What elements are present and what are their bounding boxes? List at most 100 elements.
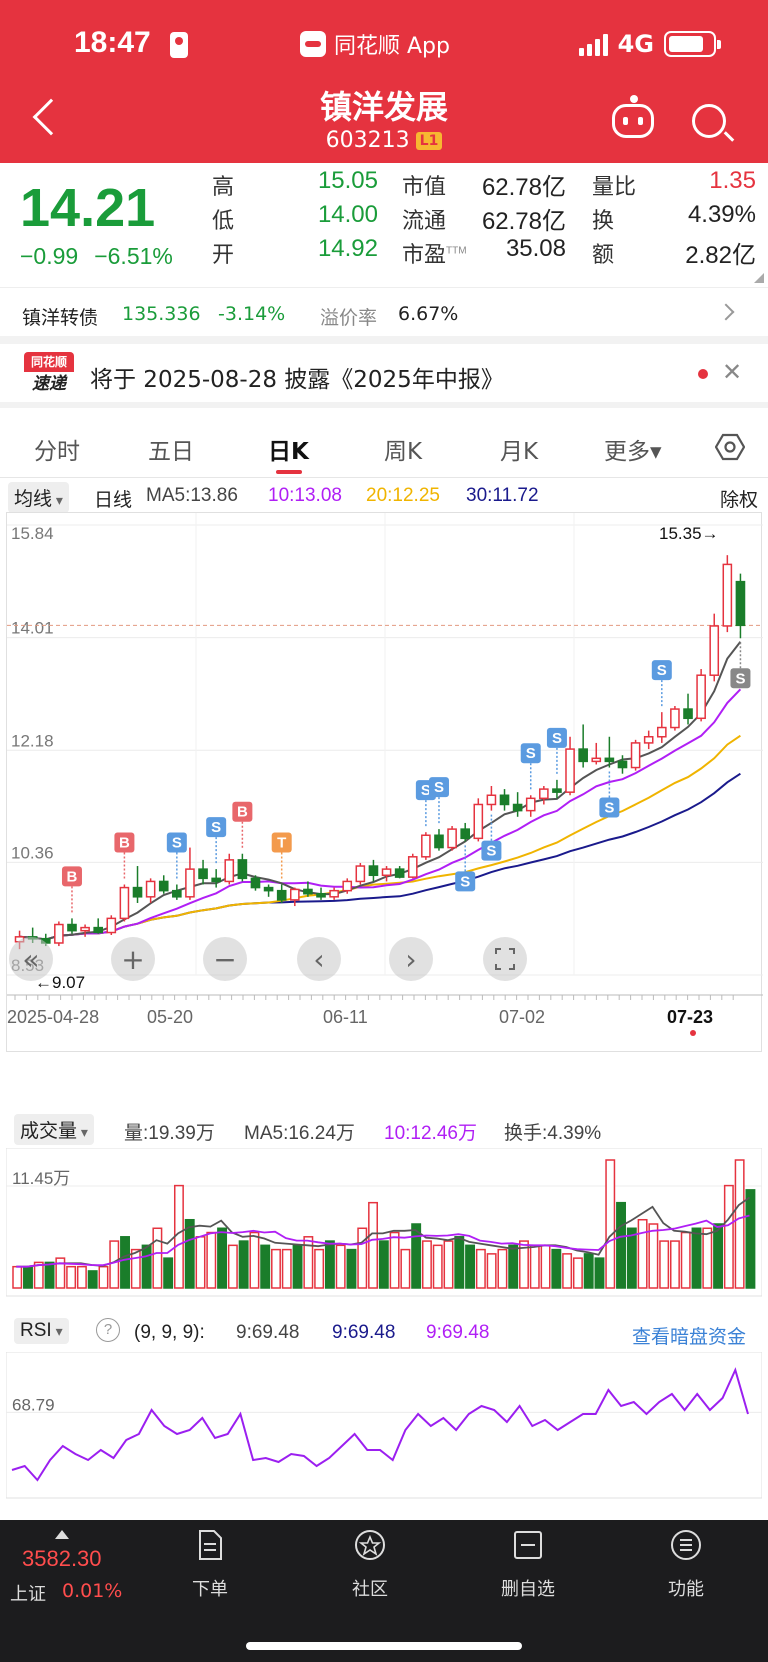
index-value[interactable]: 3582.30 [22,1546,102,1571]
tab-more[interactable]: 更多▾ [604,439,662,465]
volume-bar [152,1227,163,1289]
nav-remove-watchlist[interactable]: 删自选 [478,1528,578,1601]
volume-bar [648,1223,659,1289]
volume-bar [249,1231,260,1289]
amt-label: 额 [592,242,615,267]
volume-chart[interactable]: 11.45万 [6,1148,762,1298]
rsi-line [11,1367,749,1482]
vr-value: 1.35 [709,167,756,194]
tab-daily-k[interactable]: 日K [268,439,309,465]
ma5-line [19,641,742,941]
unread-dot [698,369,708,379]
search-icon[interactable] [692,104,726,138]
status-right: 4G [578,30,721,58]
notice-banner[interactable]: 同花顺 速递 将于 2025-08-28 披露《2025年中报》 ✕ [0,344,768,408]
volume-header: 成交量 量:19.39万 MA5:16.24万 10:12.46万 换手:4.3… [0,1108,768,1148]
robot-assistant-icon[interactable] [612,95,654,138]
nav-community[interactable]: 社区 [320,1528,420,1601]
close-icon[interactable]: ✕ [722,358,743,386]
float-label: 流通 [402,208,447,233]
volume-bar [551,1248,562,1289]
tab-weekly-k[interactable]: 周K [384,439,423,465]
signal-badge [481,840,502,861]
signal-badge [271,832,292,853]
expand-corner-icon[interactable] [754,273,764,283]
rsi-chart[interactable]: 68.79 [6,1352,762,1500]
turn-value: 4.39% [687,201,756,228]
premium-label: 溢价率 [320,307,378,329]
page-title: 镇洋发展 [319,88,448,126]
kline-chart[interactable]: 15.8414.0112.1810.368.53BSSBTBSSSSSSSSS1… [6,512,763,1052]
candle-body [447,828,457,849]
rsi-dropdown[interactable]: RSI [14,1318,69,1344]
vr-label: 量比 [592,174,637,199]
ma-legend: 均线 日线 MA5:13.86 10:13.08 20:12.25 30:11.… [0,480,768,513]
dark-pool-link[interactable]: 查看暗盘资金 [632,1327,747,1348]
tab-monthly-k[interactable]: 月K [500,439,539,465]
high-value: 15.05 [317,167,378,194]
bond-change: -3.14% [218,303,286,325]
battery-icon [664,31,721,57]
volume-bar [713,1223,724,1289]
zoom-in-button-glyph: + [121,943,144,976]
volume-bar [605,1159,616,1289]
zoom-in-button[interactable]: + [111,937,155,981]
candle-body [486,794,497,806]
tab-minute[interactable]: 分时 [34,439,80,465]
candle-body [145,880,156,898]
ma20-label: 20:12.25 [366,485,440,506]
signal-badge [232,801,253,822]
y-tick-label: 14.01 [11,619,54,638]
status-app: 同花顺 App [300,28,450,60]
volume-bar [465,1244,476,1289]
next-button[interactable]: › [389,937,433,981]
pe-label-text: 市盈 [402,242,447,267]
collapse-left-button[interactable]: « [9,937,53,981]
id-card-icon [170,32,188,58]
candle-body [565,748,575,793]
tab-five-day[interactable]: 五日 [148,439,194,465]
volume-bar [421,1240,432,1289]
indicator-dropdown[interactable]: 均线 [8,482,69,513]
rsi-header: RSI ? (9, 9, 9): 9:69.48 9:69.48 9:69.48… [0,1312,768,1352]
volume-bar [23,1265,33,1289]
candle-body [394,868,405,878]
volume-bar [87,1270,98,1289]
volume-bar [637,1218,648,1289]
volume-dropdown[interactable]: 成交量 [14,1114,94,1145]
volume-bar [734,1159,745,1289]
volume-bar [109,1240,120,1289]
candle-body [539,788,549,800]
settings-hexagon-icon[interactable] [715,432,745,462]
prev-button-glyph: ‹ [313,943,324,976]
volume-bar [44,1261,55,1289]
convertible-bond-row[interactable]: 镇洋转债 135.336 -3.14% 溢价率 6.67% [0,288,768,344]
nav-order[interactable]: 下单 [160,1528,260,1601]
zoom-out-button[interactable]: − [203,937,247,981]
turnover-label: 换手:4.39% [504,1123,602,1144]
fullscreen-button[interactable] [483,937,527,981]
zoom-in-button-bg [111,937,155,981]
volume-bar [66,1265,77,1289]
volume-bar [120,1236,130,1289]
nav-functions[interactable]: 功能 [636,1528,736,1601]
volume-bar [357,1227,368,1289]
expand-up-icon[interactable] [55,1530,69,1539]
volume-bar [76,1265,87,1289]
prev-button-bg [297,937,341,981]
prev-button[interactable]: ‹ [297,937,341,981]
volume-bar [486,1253,497,1289]
candle-body [250,877,261,889]
volume-bar [583,1253,594,1289]
rsi-tick-label: 68.79 [12,1395,55,1414]
candle-body [198,868,208,880]
adjust-toggle[interactable]: 除权 [720,490,759,511]
signal-label: S [604,800,614,817]
candle-body [643,736,654,744]
volume-bar [723,1184,734,1289]
candle-body [158,880,169,892]
premium-value: 6.67% [398,303,459,325]
bond-name: 镇洋转债 [22,307,99,329]
help-icon[interactable]: ? [96,1318,120,1342]
volume-value: 量:19.39万 [124,1123,215,1144]
